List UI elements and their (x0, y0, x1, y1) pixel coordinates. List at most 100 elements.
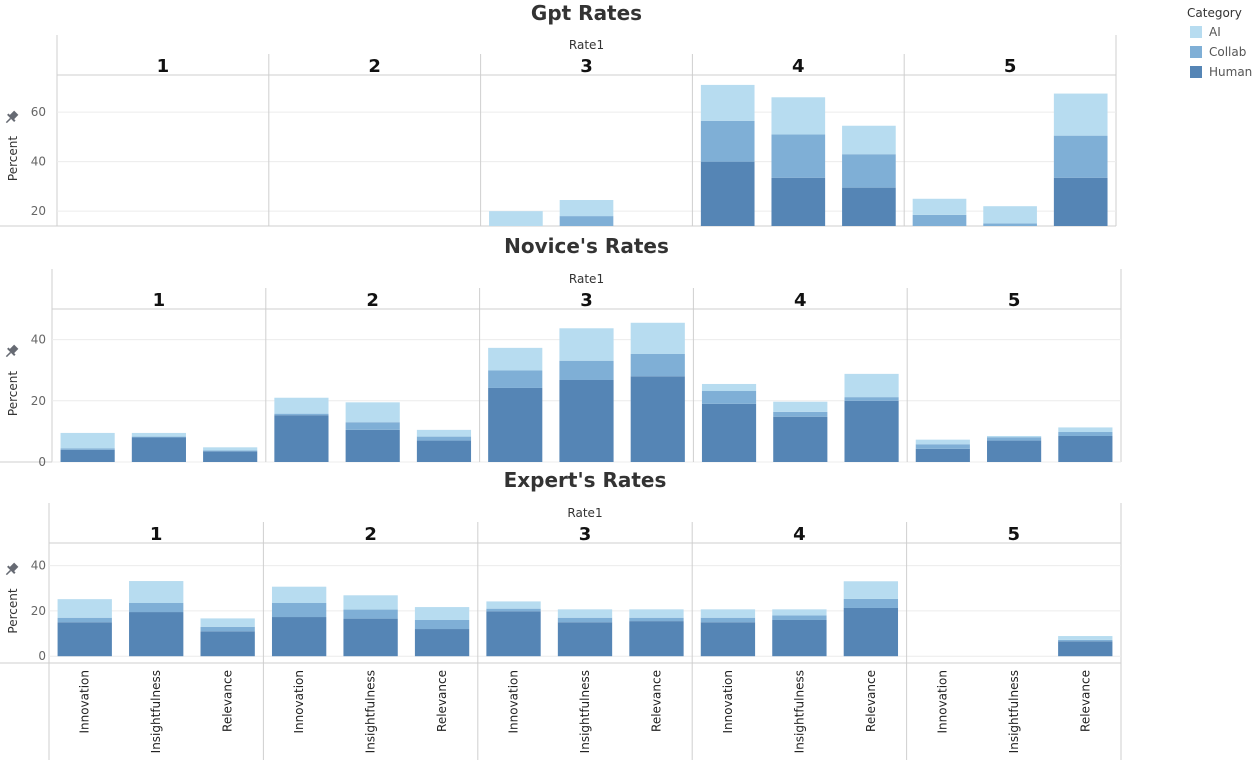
bar-collab-rate4-innovation (701, 391, 757, 404)
panel-header-3: 3 (580, 56, 593, 77)
bar-ai-rate5-relevance (1058, 427, 1113, 433)
x-tick-label: Insightfulness (1007, 670, 1021, 753)
bar-human-rate4-innovation (701, 403, 757, 462)
pin-icon (5, 110, 19, 124)
pin-icon-needle (5, 117, 12, 124)
facet-axis-label: Rate1 (569, 38, 604, 52)
legend-label-ai: AI (1209, 25, 1221, 39)
x-tick-label: Insightfulness (792, 670, 806, 753)
bar-ai-rate5-relevance (1058, 636, 1113, 640)
bar-collab-rate3-insightfulness (557, 617, 613, 623)
panel-header-5: 5 (1004, 56, 1017, 77)
bar-human-rate5-relevance (1053, 177, 1108, 226)
y-axis-label: Percent (6, 588, 20, 633)
bar-collab-rate1-innovation (57, 617, 112, 623)
panel-header-5: 5 (1008, 290, 1021, 311)
y-tick-label: 0 (38, 649, 46, 663)
pin-icon-base (7, 347, 16, 356)
bar-human-rate2-relevance (416, 440, 472, 462)
bar-collab-rate4-relevance (844, 397, 899, 401)
legend-label-human: Human (1209, 65, 1252, 79)
bar-collab-rate3-relevance (629, 617, 684, 622)
legend-swatch-human (1190, 66, 1202, 78)
bar-ai-rate5-insightfulness (983, 206, 1037, 224)
bar-collab-rate5-relevance (1058, 432, 1113, 436)
bar-human-rate2-insightfulness (345, 429, 400, 462)
panel-header-2: 2 (366, 290, 379, 311)
bar-ai-rate1-relevance (203, 447, 258, 451)
bar-human-rate1-insightfulness (129, 612, 184, 657)
bar-human-rate4-innovation (700, 622, 756, 657)
panel-header-4: 4 (793, 524, 806, 545)
bar-ai-rate4-insightfulness (771, 97, 826, 135)
bar-human-rate2-relevance (414, 629, 470, 657)
y-axis-label: Percent (6, 371, 20, 416)
panel-header-5: 5 (1008, 524, 1021, 545)
bar-collab-rate4-innovation (700, 120, 755, 162)
bar-human-rate5-relevance (1058, 435, 1113, 462)
bar-collab-rate1-insightfulness (129, 603, 184, 613)
x-tick-label: Innovation (721, 670, 735, 734)
bar-human-rate1-insightfulness (131, 437, 186, 462)
facet-axis-label: Rate1 (567, 506, 602, 520)
bar-collab-rate4-insightfulness (772, 615, 827, 620)
bar-ai-rate4-innovation (701, 383, 757, 392)
bar-human-rate1-innovation (60, 449, 115, 462)
panel-header-1: 1 (150, 524, 163, 545)
bar-ai-rate2-insightfulness (343, 595, 398, 610)
bar-human-rate2-innovation (271, 617, 327, 657)
bar-human-rate1-innovation (57, 622, 112, 657)
bar-ai-rate2-relevance (414, 607, 470, 620)
panel-header-3: 3 (579, 524, 592, 545)
bar-ai-rate1-innovation (60, 432, 115, 449)
bar-collab-rate4-relevance (843, 598, 899, 608)
x-tick-label: Insightfulness (364, 670, 378, 753)
bar-ai-rate4-innovation (700, 84, 755, 121)
bar-human-rate2-innovation (274, 415, 329, 462)
bar-human-rate1-relevance (200, 631, 255, 657)
bar-ai-rate4-relevance (842, 125, 896, 155)
bar-collab-rate3-innovation (486, 608, 541, 612)
bar-ai-rate3-relevance (630, 322, 685, 354)
x-tick-label: Relevance (864, 670, 878, 732)
bar-collab-rate5-innovation (912, 214, 967, 226)
bar-ai-rate2-innovation (274, 397, 329, 414)
bar-human-rate4-innovation (700, 161, 755, 226)
y-axis-label: Percent (6, 136, 20, 181)
bar-collab-rate2-insightfulness (343, 609, 398, 619)
bar-collab-rate5-insightfulness (987, 437, 1042, 441)
bar-collab-rate5-insightfulness (983, 223, 1037, 226)
bar-collab-rate3-insightfulness (559, 360, 614, 380)
bar-ai-rate3-innovation (489, 211, 543, 226)
bar-collab-rate2-innovation (271, 603, 327, 618)
y-tick-label: 40 (31, 559, 46, 573)
legend: Category AI Collab Human (1187, 6, 1252, 79)
bar-human-rate4-relevance (844, 400, 899, 462)
y-tick-label: 20 (31, 604, 46, 618)
x-tick-label: Relevance (649, 670, 663, 732)
bar-ai-rate3-relevance (629, 609, 684, 618)
bar-human-rate3-insightfulness (559, 379, 614, 462)
chart-title: Gpt Rates (531, 1, 642, 25)
bar-human-rate4-insightfulness (773, 416, 828, 462)
panel-header-1: 1 (153, 290, 166, 311)
bar-ai-rate3-insightfulness (557, 609, 613, 618)
bar-collab-rate4-insightfulness (773, 411, 828, 417)
panel-header-4: 4 (794, 290, 807, 311)
bar-collab-rate5-relevance (1058, 639, 1113, 642)
legend-title: Category (1187, 6, 1242, 20)
x-tick-label: Innovation (78, 670, 92, 734)
x-tick-label: Insightfulness (149, 670, 163, 753)
bar-human-rate4-relevance (843, 607, 899, 657)
panel-header-1: 1 (157, 56, 170, 77)
bar-ai-rate3-innovation (488, 347, 543, 371)
bar-collab-rate2-innovation (274, 413, 329, 416)
bar-collab-rate1-relevance (200, 626, 255, 632)
bar-human-rate3-innovation (486, 611, 541, 657)
chart-title: Expert's Rates (504, 468, 667, 492)
x-tick-label: Relevance (221, 670, 235, 732)
bar-collab-rate1-relevance (203, 450, 258, 452)
bar-ai-rate4-insightfulness (773, 401, 828, 412)
pin-icon-needle (5, 569, 12, 576)
